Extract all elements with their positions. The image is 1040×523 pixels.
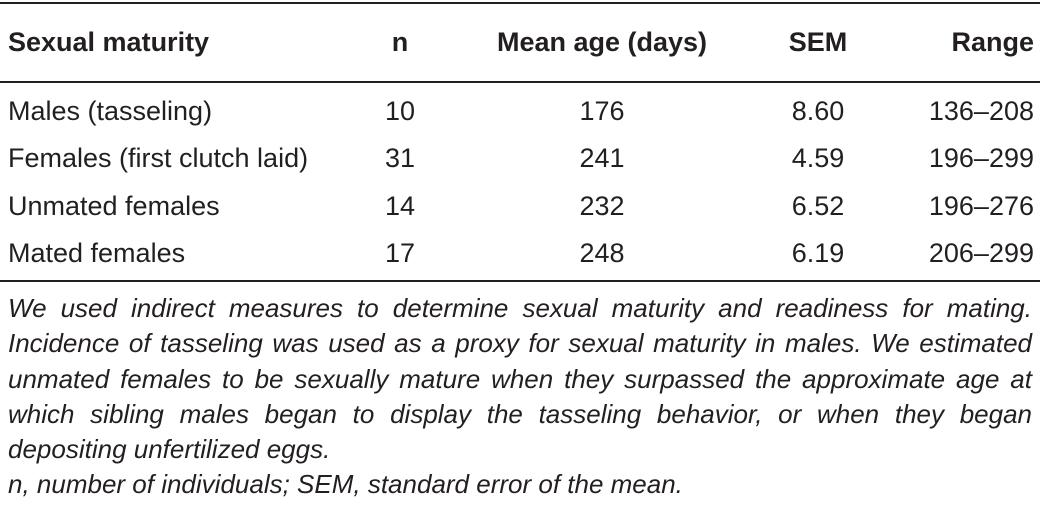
cell-n: 10 xyxy=(384,96,416,126)
cell-sexual-maturity: Males (tasseling) xyxy=(8,96,213,126)
cell-sem: 4.59 xyxy=(791,143,845,173)
table-row: Unmated females 14 232 6.52 196–276 xyxy=(0,183,1040,229)
table-header-row: Sexual maturity n Mean age (days) SEM Ra… xyxy=(0,19,1040,65)
footnote-note: We used indirect measures to determine s… xyxy=(8,293,1032,465)
cell-mean-age: 232 xyxy=(579,191,625,221)
header-mean-age: Mean age (days) xyxy=(496,27,708,57)
cell-sem: 6.52 xyxy=(791,191,845,221)
table-row: Mated females 17 248 6.19 206–299 xyxy=(0,230,1040,276)
header-sexual-maturity: Sexual maturity xyxy=(8,27,210,57)
cell-mean-age: 176 xyxy=(579,96,625,126)
cell-n: 31 xyxy=(384,143,416,173)
cell-sem: 6.19 xyxy=(791,238,845,268)
footnote-abbreviations: n, number of individuals; SEM, standard … xyxy=(8,469,683,500)
cell-range: 196–299 xyxy=(928,143,1034,173)
cell-n: 17 xyxy=(384,238,416,268)
cell-mean-age: 241 xyxy=(579,143,625,173)
cell-sexual-maturity: Females (first clutch laid) xyxy=(8,143,309,173)
table-header-rule xyxy=(0,81,1040,83)
cell-mean-age: 248 xyxy=(579,238,625,268)
cell-sexual-maturity: Mated females xyxy=(8,238,186,268)
cell-range: 196–276 xyxy=(928,191,1034,221)
table-footnote: We used indirect measures to determine s… xyxy=(8,291,1032,503)
header-n: n xyxy=(391,27,409,57)
cell-range: 206–299 xyxy=(928,238,1034,268)
header-range: Range xyxy=(951,27,1034,57)
header-sem: SEM xyxy=(788,27,848,57)
cell-n: 14 xyxy=(384,191,416,221)
table-top-rule xyxy=(0,2,1040,4)
table-row: Females (first clutch laid) 31 241 4.59 … xyxy=(0,135,1040,181)
cell-sem: 8.60 xyxy=(791,96,845,126)
table-row: Males (tasseling) 10 176 8.60 136–208 xyxy=(0,88,1040,134)
cell-range: 136–208 xyxy=(928,96,1034,126)
table-bottom-rule xyxy=(0,280,1040,282)
cell-sexual-maturity: Unmated females xyxy=(8,191,220,221)
